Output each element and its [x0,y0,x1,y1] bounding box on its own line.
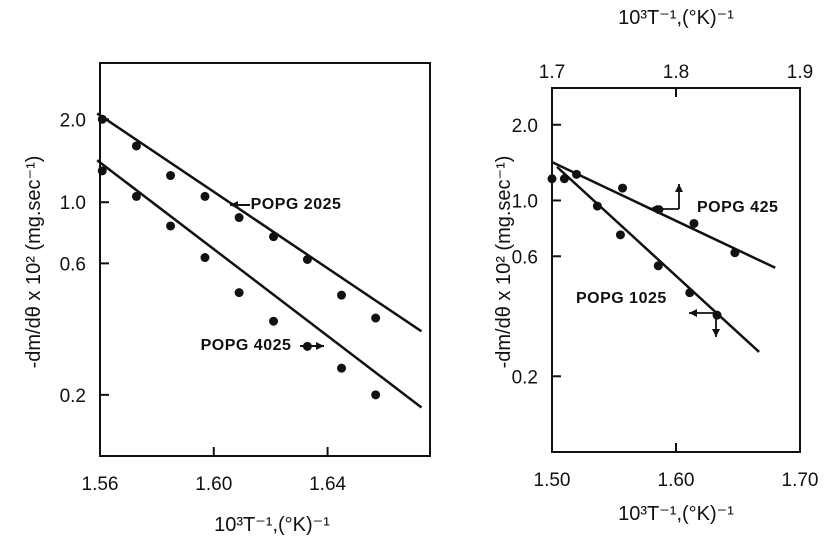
data-point-popg-4025 [269,316,279,326]
right-plot-frame [551,87,801,453]
data-point-popg-2025 [166,171,176,181]
axis-indicator-vhead-popg-1025 [712,329,720,337]
data-point-popg-2025 [302,254,312,264]
data-point-popg-4025 [166,221,176,231]
axis-indicator-hhead-popg-1025 [689,309,697,317]
right-top-x-axis-title: 10³T⁻¹,(°K)⁻¹ [618,7,734,29]
data-point-popg-2025 [269,232,279,242]
series-popg-2025: POPG 2025 [96,112,423,333]
data-point-popg-1025 [559,174,569,184]
right-x-tick-label: 1.60 [658,470,695,491]
left-y-tick-label: 0.6 [60,254,86,275]
data-point-popg-425 [547,174,557,184]
arrowhead-popg-4025 [316,342,324,350]
left-chart: 1.56 1.60 1.64 0.20.61.02.0 POPG 2025POPG … [23,62,431,536]
left-y-axis-title: -dm/dθ x 10² (mg.sec⁻¹) [23,156,45,369]
series-popg-1025: POPG 1025 [556,165,760,353]
right-x-tick-label: 1.50 [534,470,571,491]
data-point-popg-4025 [234,288,244,298]
data-point-popg-1025 [712,310,722,320]
data-point-popg-2025 [337,290,347,300]
data-point-popg-4025 [337,363,347,373]
left-series: POPG 2025 POPG 4025 [96,112,423,409]
fit-line-popg-2025 [96,112,423,333]
series-label-popg-2025: POPG 2025 [251,196,342,213]
right-y-tick-label: 0.6 [512,247,538,268]
data-point-popg-2025 [200,191,210,201]
data-point-popg-2025 [371,313,381,323]
right-bottom-x-ticks: 1.50 1.60 1.70 [534,443,819,491]
arrowhead-popg-2025 [230,201,238,209]
right-x-axis-title: 10³T⁻¹,(°K)⁻¹ [618,503,734,525]
data-point-popg-4025 [200,253,210,263]
data-point-popg-1025 [615,230,625,240]
series-label-popg-4025: POPG 4025 [201,337,292,354]
right-x-tick-label: 1.70 [782,470,819,491]
left-plot-frame [99,62,431,457]
data-point-popg-1025 [592,201,602,211]
data-point-popg-425 [730,248,740,258]
series-popg-4025: POPG 4025 [96,159,423,409]
data-point-popg-2025 [234,213,244,223]
fit-line-popg-1025 [556,165,760,353]
left-x-tick-label: 1.56 [82,474,119,495]
right-x2-tick-label: 1.9 [787,62,813,83]
right-x2-tick-label: 1.8 [663,62,689,83]
right-x2-tick-label: 1.7 [539,62,565,83]
right-y-tick-label: 1.0 [512,191,538,212]
right-y-ticks: 0.2 0.6 1.0 2.0 [512,116,561,388]
right-chart: 1.50 1.60 1.70 1.7 1.8 1.9 0.2 0.6 1.0 2.0 POPG… [493,7,818,525]
data-point-popg-4025 [97,166,107,176]
left-y-ticks: 0.2 0.6 1.0 2.0 [60,110,109,407]
data-point-popg-425 [572,169,582,179]
left-x-axis-title: 10³T⁻¹,(°K)⁻¹ [214,514,330,536]
data-point-popg-1025 [653,261,663,271]
axis-indicator-hhead-popg-425 [649,205,657,213]
data-point-popg-425 [689,218,699,228]
right-y-tick-label: 2.0 [512,116,538,137]
data-point-popg-425 [618,183,628,193]
left-x-ticks: 1.56 1.60 1.64 [82,447,347,495]
data-point-popg-2025 [97,114,107,124]
series-popg-425: POPG 425 [547,161,778,269]
left-y-tick-label: 2.0 [60,110,86,131]
fit-line-popg-4025 [96,159,423,409]
right-y-tick-label: 0.2 [512,367,538,388]
axis-indicator-vhead-popg-425 [675,184,683,192]
series-label-popg-425: POPG 425 [697,199,778,216]
data-point-popg-2025 [131,141,141,151]
series-label-popg-1025: POPG 1025 [576,290,667,307]
left-y-tick-label: 0.2 [60,386,86,407]
data-point-popg-4025 [371,390,381,400]
right-top-x-ticks: 1.7 1.8 1.9 [539,62,813,97]
left-y-tick-label: 1.0 [60,193,86,214]
data-point-popg-4025 [131,191,141,201]
right-series: POPG 425 POPG 1025 [547,161,778,353]
data-point-popg-1025 [685,288,695,298]
right-y-axis-title: -dm/dθ x 10² (mg.sec⁻¹) [493,156,515,369]
left-x-tick-label: 1.60 [195,474,232,495]
left-x-tick-label: 1.64 [309,474,346,495]
